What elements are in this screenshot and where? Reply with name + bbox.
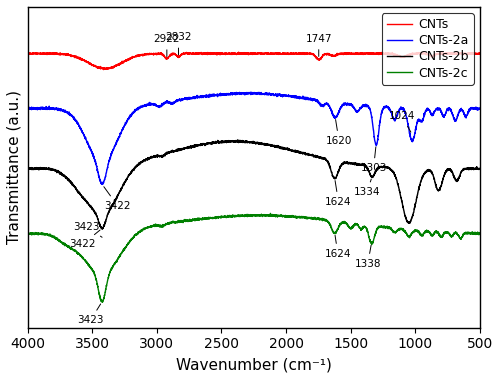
Text: 2922: 2922 (154, 34, 180, 56)
CNTs-2b (477, 167, 483, 171)
CNTs-2a (312, 97, 318, 102)
CNTs-2c (100, 300, 105, 304)
CNTs-2b (238, 140, 244, 144)
Text: 1624: 1624 (326, 180, 352, 207)
CNTs-2a (248, 90, 254, 94)
Line: CNTs-2a: CNTs-2a (28, 92, 480, 185)
Text: 3423: 3423 (77, 304, 104, 325)
CNTs-2c (268, 211, 274, 216)
CNTs-2c (238, 213, 244, 218)
CNTs (312, 54, 318, 59)
Text: 1747: 1747 (306, 34, 332, 56)
Text: 1024: 1024 (388, 111, 415, 132)
CNTs-2a (442, 113, 448, 117)
CNTs (293, 52, 299, 56)
CNTs-2c (188, 218, 194, 222)
CNTs-2a (238, 91, 244, 96)
Text: 3422: 3422 (70, 230, 100, 249)
CNTs-2b (293, 149, 299, 154)
CNTs-2c (442, 230, 448, 235)
Line: CNTs-2b: CNTs-2b (28, 140, 480, 229)
Text: 3422: 3422 (104, 187, 131, 211)
CNTs-2a (188, 97, 194, 101)
CNTs-2b (24, 165, 30, 170)
CNTs (477, 51, 483, 56)
Text: 1338: 1338 (354, 245, 381, 269)
Text: 1620: 1620 (326, 119, 352, 146)
CNTs-2b (312, 154, 318, 159)
CNTs-2b (119, 186, 125, 190)
CNTs-2c (477, 232, 483, 236)
CNTs (442, 51, 448, 56)
CNTs-2b (235, 138, 241, 142)
CNTs-2a (119, 128, 125, 133)
CNTs-2c (24, 232, 30, 236)
Text: 1334: 1334 (354, 179, 380, 197)
Text: 1624: 1624 (324, 235, 351, 259)
Text: 3423: 3423 (74, 222, 102, 237)
Line: CNTs-2c: CNTs-2c (28, 213, 480, 302)
CNTs (100, 67, 106, 72)
Text: 2832: 2832 (165, 33, 192, 55)
Legend: CNTs, CNTs-2a, CNTs-2b, CNTs-2c: CNTs, CNTs-2a, CNTs-2b, CNTs-2c (382, 13, 474, 85)
CNTs (188, 51, 194, 55)
CNTs (24, 51, 30, 55)
CNTs-2c (312, 216, 318, 221)
CNTs-2c (119, 250, 125, 254)
CNTs-2b (442, 170, 448, 175)
CNTs-2a (477, 106, 483, 111)
CNTs-2b (188, 146, 194, 150)
CNTs (238, 51, 244, 55)
CNTs-2a (293, 94, 299, 99)
Text: 1303: 1303 (360, 147, 386, 173)
CNTs-2a (24, 106, 30, 111)
X-axis label: Wavenumber (cm⁻¹): Wavenumber (cm⁻¹) (176, 357, 332, 372)
CNTs (119, 60, 125, 64)
Y-axis label: Transmittance (a.u.): Transmittance (a.u.) (7, 90, 22, 244)
Line: CNTs: CNTs (28, 52, 480, 70)
CNTs-2b (99, 227, 105, 231)
CNTs (236, 50, 242, 55)
CNTs-2a (99, 182, 105, 187)
CNTs-2c (293, 214, 299, 219)
